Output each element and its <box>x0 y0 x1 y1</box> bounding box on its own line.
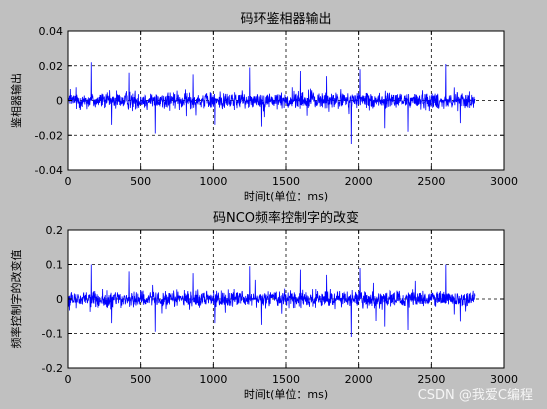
x-tick-label: 2000 <box>345 175 373 188</box>
subplot-2: 0 500 1000 1500 2000 2500 3000 0.2 0.1 0 -0.1 -0.2 码… <box>9 210 518 401</box>
y-axis-label: 鉴相器输出 <box>9 73 23 128</box>
y-tick-label: -0.04 <box>35 164 63 177</box>
x-axis-label: 时间t(单位：ms) <box>244 189 328 203</box>
y-tick-label: 0.2 <box>46 224 64 237</box>
x-tick-label: 0 <box>65 175 72 188</box>
x-tick-label: 2500 <box>417 175 445 188</box>
chart-title: 码环鉴相器输出 <box>240 11 331 27</box>
x-tick-label: 1000 <box>199 373 227 386</box>
x-tick-label: 500 <box>130 175 151 188</box>
x-tick-label: 1000 <box>199 175 227 188</box>
y-tick-label: -0.2 <box>42 362 63 375</box>
x-axis-label: 时间t(单位：ms) <box>244 387 328 401</box>
x-tick-label: 1500 <box>272 373 300 386</box>
x-tick-label: 3000 <box>490 175 518 188</box>
y-tick-label: -0.02 <box>35 129 63 142</box>
y-tick-label: 0.1 <box>46 259 64 272</box>
series-line <box>67 264 476 337</box>
y-tick-label: -0.1 <box>42 328 63 341</box>
x-tick-label: 0 <box>65 373 72 386</box>
x-tick-label: 2500 <box>417 373 445 386</box>
chart-title: 码NCO频率控制字的改变 <box>213 210 359 226</box>
subplot-1: 0 500 1000 1500 2000 2500 3000 0.04 0.02 0 -0.02 -0… <box>9 11 518 203</box>
x-tick-label: 500 <box>130 373 151 386</box>
y-tick-label: 0 <box>56 293 63 306</box>
y-axis-label: 频率控制字的改变值 <box>9 250 23 349</box>
y-tick-label: 0.02 <box>39 60 64 73</box>
x-tick-label: 3000 <box>490 373 518 386</box>
y-tick-label: 0 <box>56 95 63 108</box>
series-line <box>67 62 476 144</box>
y-tick-label: 0.04 <box>39 25 64 38</box>
watermark: CSDN @我爱C编程 <box>417 388 533 403</box>
x-tick-label: 1500 <box>272 175 300 188</box>
x-tick-label: 2000 <box>345 373 373 386</box>
